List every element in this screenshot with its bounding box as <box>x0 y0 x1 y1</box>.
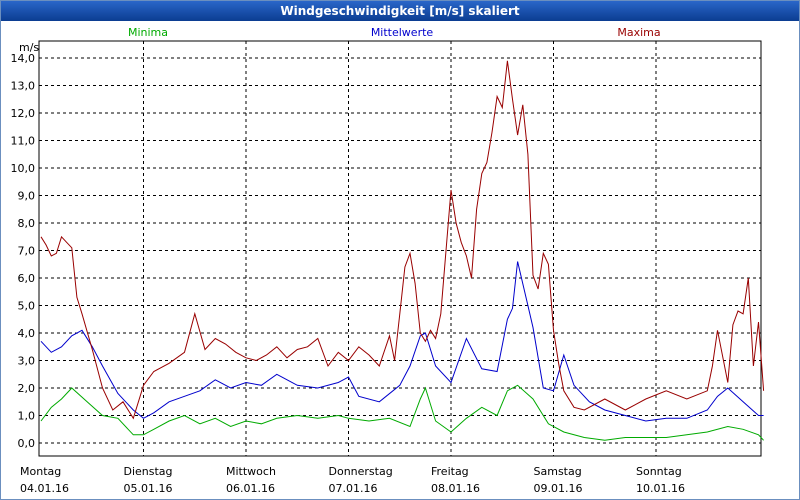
x-tick-date: 05.01.16 <box>124 482 173 495</box>
x-tick-date: 07.01.16 <box>329 482 378 495</box>
y-tick-label: 3,0 <box>18 355 36 368</box>
series-line-mittelwerte <box>40 261 764 422</box>
y-tick-label: 2,0 <box>18 382 36 395</box>
legend-minima: Minima <box>128 26 168 39</box>
y-tick-label: 13,0 <box>11 80 36 93</box>
y-tick-label: 5,0 <box>18 300 36 313</box>
x-tick-date: 04.01.16 <box>20 482 69 495</box>
y-tick-label: 6,0 <box>18 272 36 285</box>
window-title: Windgeschwindigkeit [m/s] skaliert <box>1 1 799 21</box>
x-tick-weekday: Freitag <box>431 465 469 478</box>
y-tick-label: 9,0 <box>18 190 36 203</box>
x-tick-date: 10.01.16 <box>636 482 685 495</box>
series-line-maxima <box>40 60 765 420</box>
legend: Minima Mittelwerte Maxima <box>128 26 661 39</box>
y-tick-label: 8,0 <box>18 217 36 230</box>
y-tick-label: 1,0 <box>18 410 36 423</box>
x-tick-date: 09.01.16 <box>534 482 583 495</box>
y-tick-label: 11,0 <box>11 135 36 148</box>
legend-maxima: Maxima <box>617 26 660 39</box>
series-lines <box>40 60 765 441</box>
y-tick-label: 14,0 <box>11 52 36 65</box>
x-tick-weekday: Donnerstag <box>329 465 393 478</box>
x-tick-weekday: Samstag <box>534 465 582 478</box>
x-tick-weekday: Mittwoch <box>226 465 276 478</box>
y-tick-label: 0,0 <box>18 437 36 450</box>
y-axis: 0,0 1,0 2,0 3,0 4,0 5,0 6,0 7,0 8,0 9,0 10,0 11,0 12… <box>11 52 36 450</box>
y-tick-label: 12,0 <box>11 107 36 120</box>
x-tick-weekday: Dienstag <box>124 465 173 478</box>
legend-mittelwerte: Mittelwerte <box>371 26 434 39</box>
y-tick-label: 7,0 <box>18 245 36 258</box>
chart: Minima Mittelwerte Maxima m/s 0,0 1,0 2,0 3,0… <box>11 26 765 495</box>
y-tick-label: 10,0 <box>11 162 36 175</box>
x-tick-date: 08.01.16 <box>431 482 480 495</box>
x-tick-date: 06.01.16 <box>226 482 275 495</box>
grid <box>39 41 761 456</box>
plot-area <box>38 40 762 457</box>
x-axis: Montag 04.01.16 Dienstag 05.01.16 Mittwoch 06… <box>20 465 685 495</box>
x-tick-weekday: Sonntag <box>636 465 682 478</box>
series-line-minima <box>40 384 764 441</box>
x-tick-weekday: Montag <box>20 465 61 478</box>
y-axis-label: m/s <box>19 41 39 54</box>
y-tick-label: 4,0 <box>18 327 36 340</box>
